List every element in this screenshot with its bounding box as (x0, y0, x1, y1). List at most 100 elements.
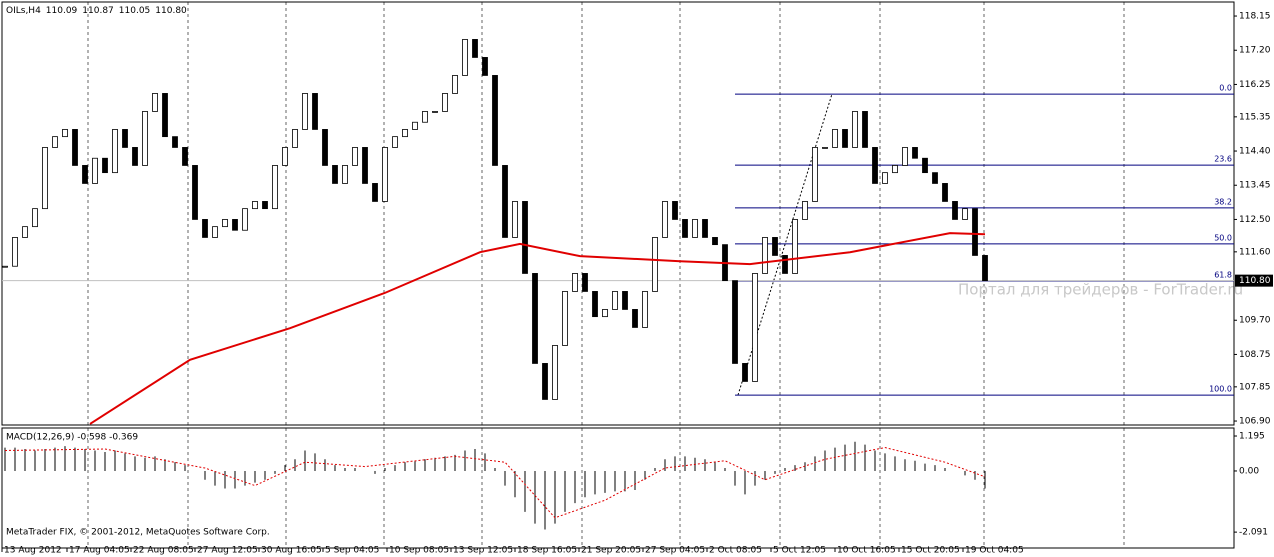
candle (472, 39, 478, 58)
candle (32, 208, 38, 228)
candle (262, 201, 268, 210)
y-tick-label: 115.35 (1239, 112, 1271, 122)
candle (2, 265, 8, 268)
candle (562, 291, 568, 346)
candle (572, 273, 578, 292)
candle (372, 183, 378, 202)
x-tick-label: 10 Sep 08:05 (389, 546, 449, 556)
candle (972, 208, 978, 256)
candle (102, 157, 108, 174)
ohlc-value: 110.80 (155, 6, 187, 16)
candle (252, 201, 258, 210)
candle (402, 129, 408, 138)
candle (852, 111, 858, 148)
candle (412, 121, 418, 130)
candle (282, 147, 288, 166)
candle (492, 75, 498, 166)
watermark: Портал для трейдеров - ForTrader.ru (958, 281, 1243, 299)
candle (12, 237, 18, 267)
candle (952, 201, 958, 220)
candle (502, 165, 508, 238)
candle (232, 219, 238, 231)
candle (202, 219, 208, 238)
candle (362, 147, 368, 184)
candle (892, 165, 898, 174)
ohlc-value: 110.87 (82, 6, 114, 16)
candle (822, 147, 828, 149)
macd-y-tick-label: 1.195 (1239, 432, 1265, 442)
copyright: MetaTrader FIX, © 2001-2012, MetaQuotes … (6, 528, 270, 538)
x-tick-label: 13 Sep 12:05 (453, 546, 513, 556)
y-tick-label: 108.75 (1239, 350, 1271, 360)
x-tick-label: 13 Aug 2012 (4, 546, 62, 556)
candle (832, 129, 838, 148)
y-tick-label: 116.25 (1239, 80, 1271, 90)
x-tick-label: 5 Sep 04:05 (325, 546, 379, 556)
candle (642, 291, 648, 328)
candle (752, 273, 758, 382)
fib-label: 38.2 (1214, 197, 1232, 206)
candle (932, 172, 938, 184)
candle (552, 345, 558, 400)
candle (882, 172, 888, 184)
candle (72, 129, 78, 166)
candle (962, 208, 968, 220)
candle (42, 147, 48, 210)
candle (162, 93, 168, 138)
candle (842, 129, 848, 148)
candle (92, 157, 98, 184)
x-tick-label: 18 Sep 16:05 (517, 546, 577, 556)
candle (422, 111, 428, 123)
candle (622, 291, 628, 310)
candle (82, 165, 88, 184)
candle (322, 129, 328, 166)
candle (62, 129, 68, 138)
macd-y-tick-label: -2.091 (1239, 528, 1268, 538)
y-tick-label: 117.20 (1239, 46, 1271, 56)
candle (712, 237, 718, 246)
period-separators (87, 2, 1125, 548)
candle (982, 255, 988, 282)
moving-average (89, 232, 986, 425)
x-tick-label: 2 Oct 08:05 (709, 546, 762, 556)
candle (732, 280, 738, 364)
x-tick-label: 17 Aug 04:05 (69, 546, 130, 556)
macd-signal (4, 447, 986, 519)
current-price-label: 110.80 (1239, 276, 1271, 286)
candle (242, 208, 248, 231)
y-tick-label: 118.15 (1239, 12, 1271, 22)
candle (902, 147, 908, 166)
candle (342, 165, 348, 184)
y-tick-label: 111.60 (1239, 247, 1271, 257)
fib-label: 100.0 (1209, 385, 1232, 394)
candle (192, 165, 198, 220)
candle (332, 165, 338, 184)
x-tick-label: 30 Aug 16:05 (261, 546, 322, 556)
x-tick-label: 15 Oct 20:05 (901, 546, 960, 556)
fib-label: 23.6 (1214, 155, 1232, 164)
fib-label: 0.0 (1219, 84, 1232, 93)
candle (872, 147, 878, 184)
ohlc-value: 110.09 (46, 6, 78, 16)
candle (482, 57, 488, 76)
candle (152, 93, 158, 112)
candle (802, 201, 808, 220)
candle (382, 147, 388, 202)
candle (922, 157, 928, 174)
price-pane (1, 1, 1235, 426)
y-tick-label: 112.50 (1239, 215, 1271, 225)
candle (522, 201, 528, 274)
candle (772, 237, 778, 256)
candle (292, 129, 298, 148)
y-tick-label: 107.85 (1239, 382, 1271, 392)
x-tick-label: 21 Sep 20:05 (581, 546, 641, 556)
candle (222, 219, 228, 228)
macd-title: MACD(12,26,9) -0.598 -0.369 (6, 433, 138, 443)
x-tick-label: 5 Oct 12:05 (773, 546, 826, 556)
candle (662, 201, 668, 238)
candle (782, 255, 788, 274)
candle (392, 136, 398, 148)
candle (172, 136, 178, 148)
candle (692, 219, 698, 238)
